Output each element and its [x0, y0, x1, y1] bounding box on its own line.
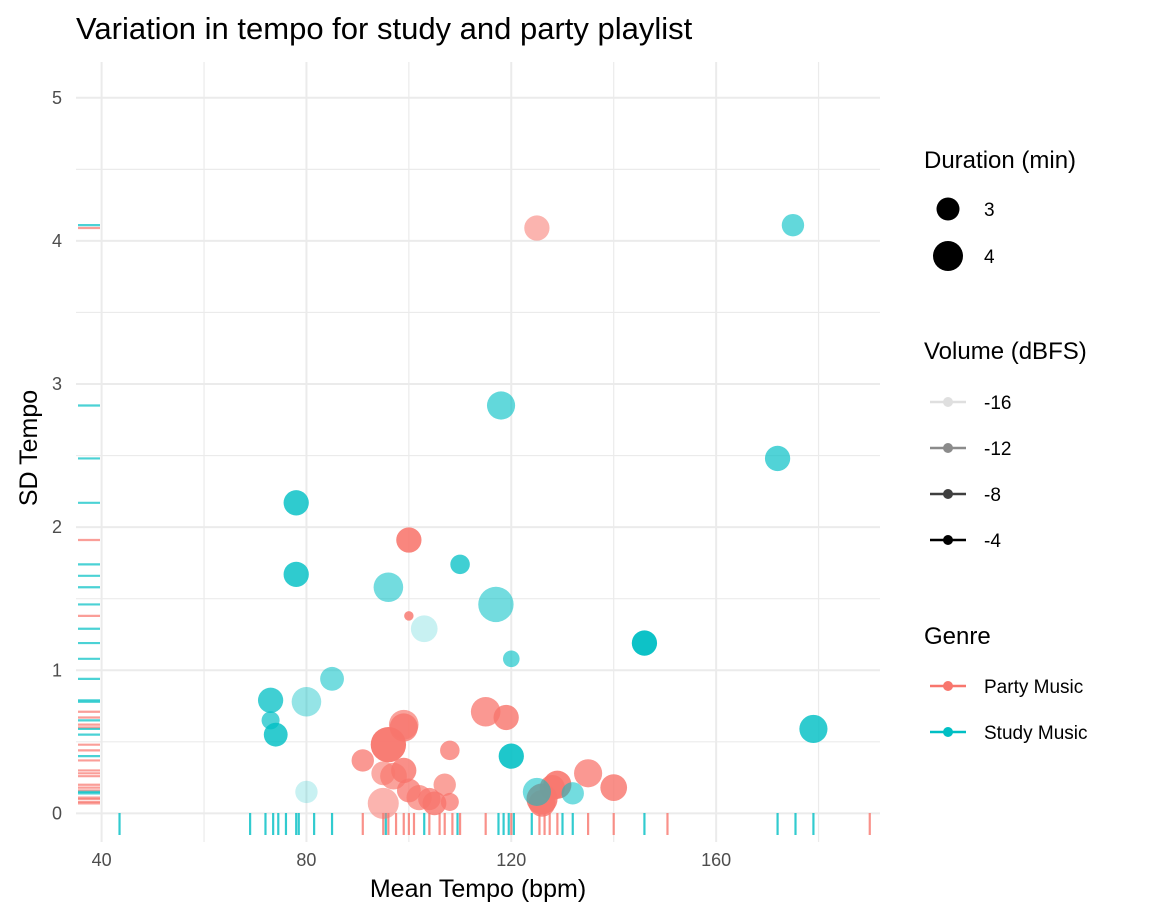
y-axis-title: SD Tempo: [15, 390, 43, 506]
study-music-point: [450, 554, 470, 575]
y-tick-label: 4: [52, 231, 62, 251]
chart-title: Variation in tempo for study and party p…: [76, 11, 693, 46]
legend-volume-key-12: [930, 443, 966, 453]
party-music-point: [493, 704, 519, 731]
study-music-point: [373, 572, 404, 603]
legend-size-key-4: [933, 241, 963, 271]
study-music-point: [498, 743, 524, 769]
legend-title-duration: Duration (min): [924, 147, 1076, 174]
party-music-point: [440, 740, 460, 761]
study-music-point: [263, 722, 288, 747]
study-music-point: [295, 780, 318, 804]
party-music-point: [404, 611, 414, 621]
legend-volume-label-8: -8: [984, 485, 1001, 506]
study-music-point: [502, 650, 520, 668]
study-music-point: [522, 777, 551, 806]
study-music-point: [283, 561, 309, 588]
legend-size-label-3: 3: [984, 200, 995, 221]
study-music-point: [257, 687, 284, 713]
study-music-point: [799, 714, 828, 744]
x-tick-label: 160: [701, 850, 731, 870]
legend-genre-key-party: [930, 681, 966, 691]
legend-volume-label-4: -4: [984, 531, 1001, 552]
y-tick-label: 5: [52, 88, 62, 108]
study-music-point: [781, 213, 805, 237]
y-tick-label: 3: [52, 374, 62, 394]
study-music-point: [320, 666, 344, 691]
x-axis-title: Mean Tempo (bpm): [370, 875, 586, 903]
party-music-point: [574, 759, 603, 788]
legend-genre-key-study: [930, 727, 966, 737]
legend-size-label-4: 4: [984, 247, 995, 268]
study-music-point: [283, 490, 309, 516]
y-tick-label: 2: [52, 517, 62, 537]
party-music-point: [470, 696, 501, 727]
data-points: [257, 213, 828, 819]
party-music-point: [600, 774, 628, 801]
x-tick-label: 120: [496, 850, 526, 870]
y-tick-label: 0: [52, 803, 62, 823]
study-music-point: [486, 391, 516, 420]
study-music-point: [764, 445, 791, 472]
legend-volume-key-16: [930, 397, 966, 407]
party-music-point: [433, 773, 456, 796]
legend: Duration (min) 3 4 Volume (dBFS) -16 -12…: [924, 147, 1087, 744]
party-music-point: [422, 791, 447, 816]
party-music-point: [370, 726, 407, 763]
legend-volume-label-16: -16: [984, 393, 1011, 414]
legend-size-key-3: [936, 197, 960, 221]
legend-title-genre: Genre: [924, 623, 991, 650]
rug-marks: [78, 224, 871, 835]
legend-title-volume: Volume (dBFS): [924, 338, 1087, 365]
party-music-point: [524, 215, 550, 241]
legend-volume-key-4: [930, 535, 966, 545]
legend-genre-label-study: Study Music: [984, 723, 1087, 744]
party-music-point: [396, 527, 422, 553]
legend-volume-label-12: -12: [984, 439, 1011, 460]
study-music-point: [478, 586, 514, 623]
tick-labels: 40 80 120 160 0 1 2 3 4 5: [52, 88, 731, 870]
study-music-point: [561, 782, 584, 805]
legend-volume-key-8: [930, 489, 966, 499]
party-music-point: [440, 792, 459, 811]
study-music-point: [291, 686, 322, 717]
x-tick-label: 80: [296, 850, 316, 870]
study-music-point: [631, 630, 658, 656]
y-tick-label: 1: [52, 660, 62, 680]
party-music-point: [351, 749, 374, 772]
study-music-point: [410, 615, 438, 643]
party-music-point: [367, 787, 399, 819]
grid-lines: [76, 62, 880, 842]
x-tick-label: 40: [92, 850, 112, 870]
legend-genre-label-party: Party Music: [984, 677, 1083, 698]
